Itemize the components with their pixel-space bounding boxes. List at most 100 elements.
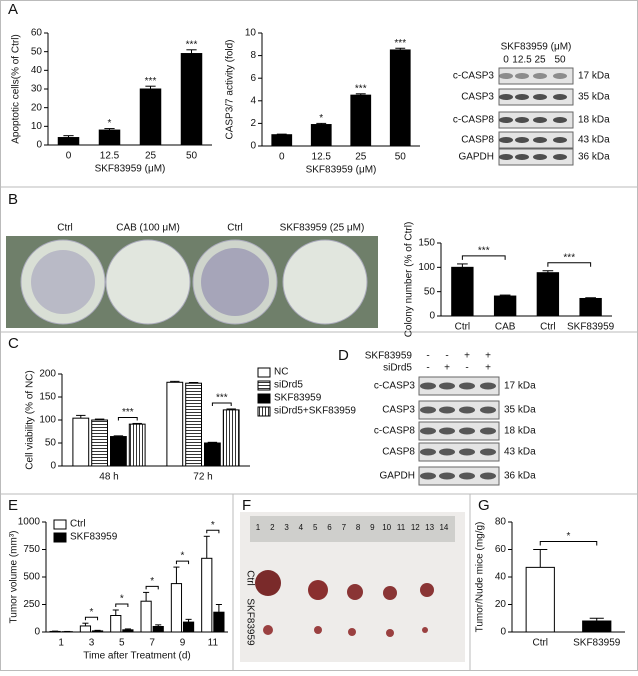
significance: *** <box>355 83 367 94</box>
y-tick-label: 50 <box>45 438 57 449</box>
y-tick-label: 2 <box>250 118 256 129</box>
ruler-number: 10 <box>382 523 391 532</box>
y-tick-label: 750 <box>23 544 40 555</box>
bar <box>537 273 558 316</box>
significance: *** <box>122 407 134 418</box>
x-tick-label: 12.5 <box>100 151 120 162</box>
band <box>480 449 496 456</box>
y-tick-label: 40 <box>31 65 43 76</box>
tumor <box>420 583 434 597</box>
legend-swatch <box>258 368 270 377</box>
bar <box>153 627 163 633</box>
y-axis-label: Cell viability (% of NC) <box>25 370 36 469</box>
photo-label: SKF83959 (25 μM) <box>280 223 365 234</box>
lane-label: - <box>445 351 448 362</box>
x-tick-label: Ctrl <box>540 322 556 333</box>
band <box>459 473 475 480</box>
band <box>480 407 496 414</box>
size-label: 17 kDa <box>578 71 610 82</box>
y-axis-label: Apoptotic cells(% of Ctrl) <box>11 34 22 143</box>
tumor <box>348 628 356 636</box>
x-axis-label: Time after Treatment (d) <box>83 651 190 662</box>
band <box>459 428 475 435</box>
x-tick-label: Ctrl <box>455 322 471 333</box>
photo-label: SKF83959 <box>244 598 255 646</box>
band <box>420 407 436 414</box>
y-tick-label: 80 <box>495 517 507 528</box>
x-axis-label: SKF83959 (μM) <box>306 165 377 176</box>
ruler-number: 3 <box>284 523 289 532</box>
band <box>499 73 513 79</box>
size-label: 35 kDa <box>504 405 536 416</box>
x-tick-label: 11 <box>208 638 219 649</box>
y-tick-label: 20 <box>31 102 43 113</box>
legend-label: NC <box>274 367 288 378</box>
band <box>553 73 567 79</box>
band <box>515 137 529 143</box>
band <box>499 137 513 143</box>
band <box>459 407 475 414</box>
band <box>480 428 496 435</box>
x-tick-label: SKF83959 <box>573 638 621 649</box>
bar <box>80 626 90 632</box>
x-tick-label: 5 <box>119 638 125 649</box>
bar <box>526 567 554 632</box>
significance: * <box>181 551 185 562</box>
bar <box>202 558 212 632</box>
legend-swatch <box>258 381 270 390</box>
y-tick-label: 0 <box>50 461 56 472</box>
bar <box>111 616 121 633</box>
legend-label: siDrd5+SKF83959 <box>274 406 356 417</box>
lane-label: + <box>485 363 491 374</box>
band <box>439 428 455 435</box>
significance: *** <box>394 38 406 49</box>
panel-letter: C <box>8 335 19 352</box>
significance: * <box>120 594 124 605</box>
x-axis-label: SKF83959 (μM) <box>95 164 166 175</box>
lane-label: 50 <box>554 55 566 66</box>
band <box>480 473 496 480</box>
y-tick-label: 40 <box>495 572 507 583</box>
legend-label: SKF83959 <box>70 532 118 543</box>
y-tick-label: 1000 <box>18 517 41 528</box>
bar <box>583 621 611 632</box>
legend-label: SKF83959 <box>274 393 322 404</box>
x-tick-label: 25 <box>355 152 367 163</box>
bar <box>141 601 151 632</box>
ruler-number: 6 <box>327 523 332 532</box>
size-label: 43 kDa <box>504 447 536 458</box>
bar <box>99 130 120 145</box>
band <box>420 383 436 390</box>
band <box>420 449 436 456</box>
band <box>515 94 529 100</box>
bar <box>183 622 193 632</box>
y-tick-label: 60 <box>31 28 43 39</box>
ruler-number: 9 <box>370 523 375 532</box>
lane-label: + <box>444 363 450 374</box>
significance: * <box>211 520 215 531</box>
legend-swatch <box>258 394 270 403</box>
legend-swatch <box>258 407 270 416</box>
y-axis-label: Tumor volume (mm³) <box>9 531 20 624</box>
band <box>533 117 547 123</box>
bar <box>452 267 473 316</box>
x-tick-label: 3 <box>89 638 95 649</box>
x-tick-label: 50 <box>186 151 198 162</box>
y-tick-label: 150 <box>39 392 56 403</box>
ruler-number: 2 <box>270 523 275 532</box>
y-tick-label: 20 <box>495 599 507 610</box>
bar <box>140 89 161 145</box>
panel-letter: D <box>338 347 349 364</box>
bar <box>351 95 371 146</box>
significance: *** <box>216 393 228 404</box>
lane-label: - <box>426 363 429 374</box>
dish <box>283 240 367 324</box>
bar <box>214 612 224 632</box>
bar <box>186 383 202 466</box>
band <box>515 73 529 79</box>
y-tick-label: 100 <box>39 415 56 426</box>
significance: * <box>319 113 323 124</box>
size-label: 17 kDa <box>504 381 536 392</box>
ruler-number: 1 <box>256 523 261 532</box>
